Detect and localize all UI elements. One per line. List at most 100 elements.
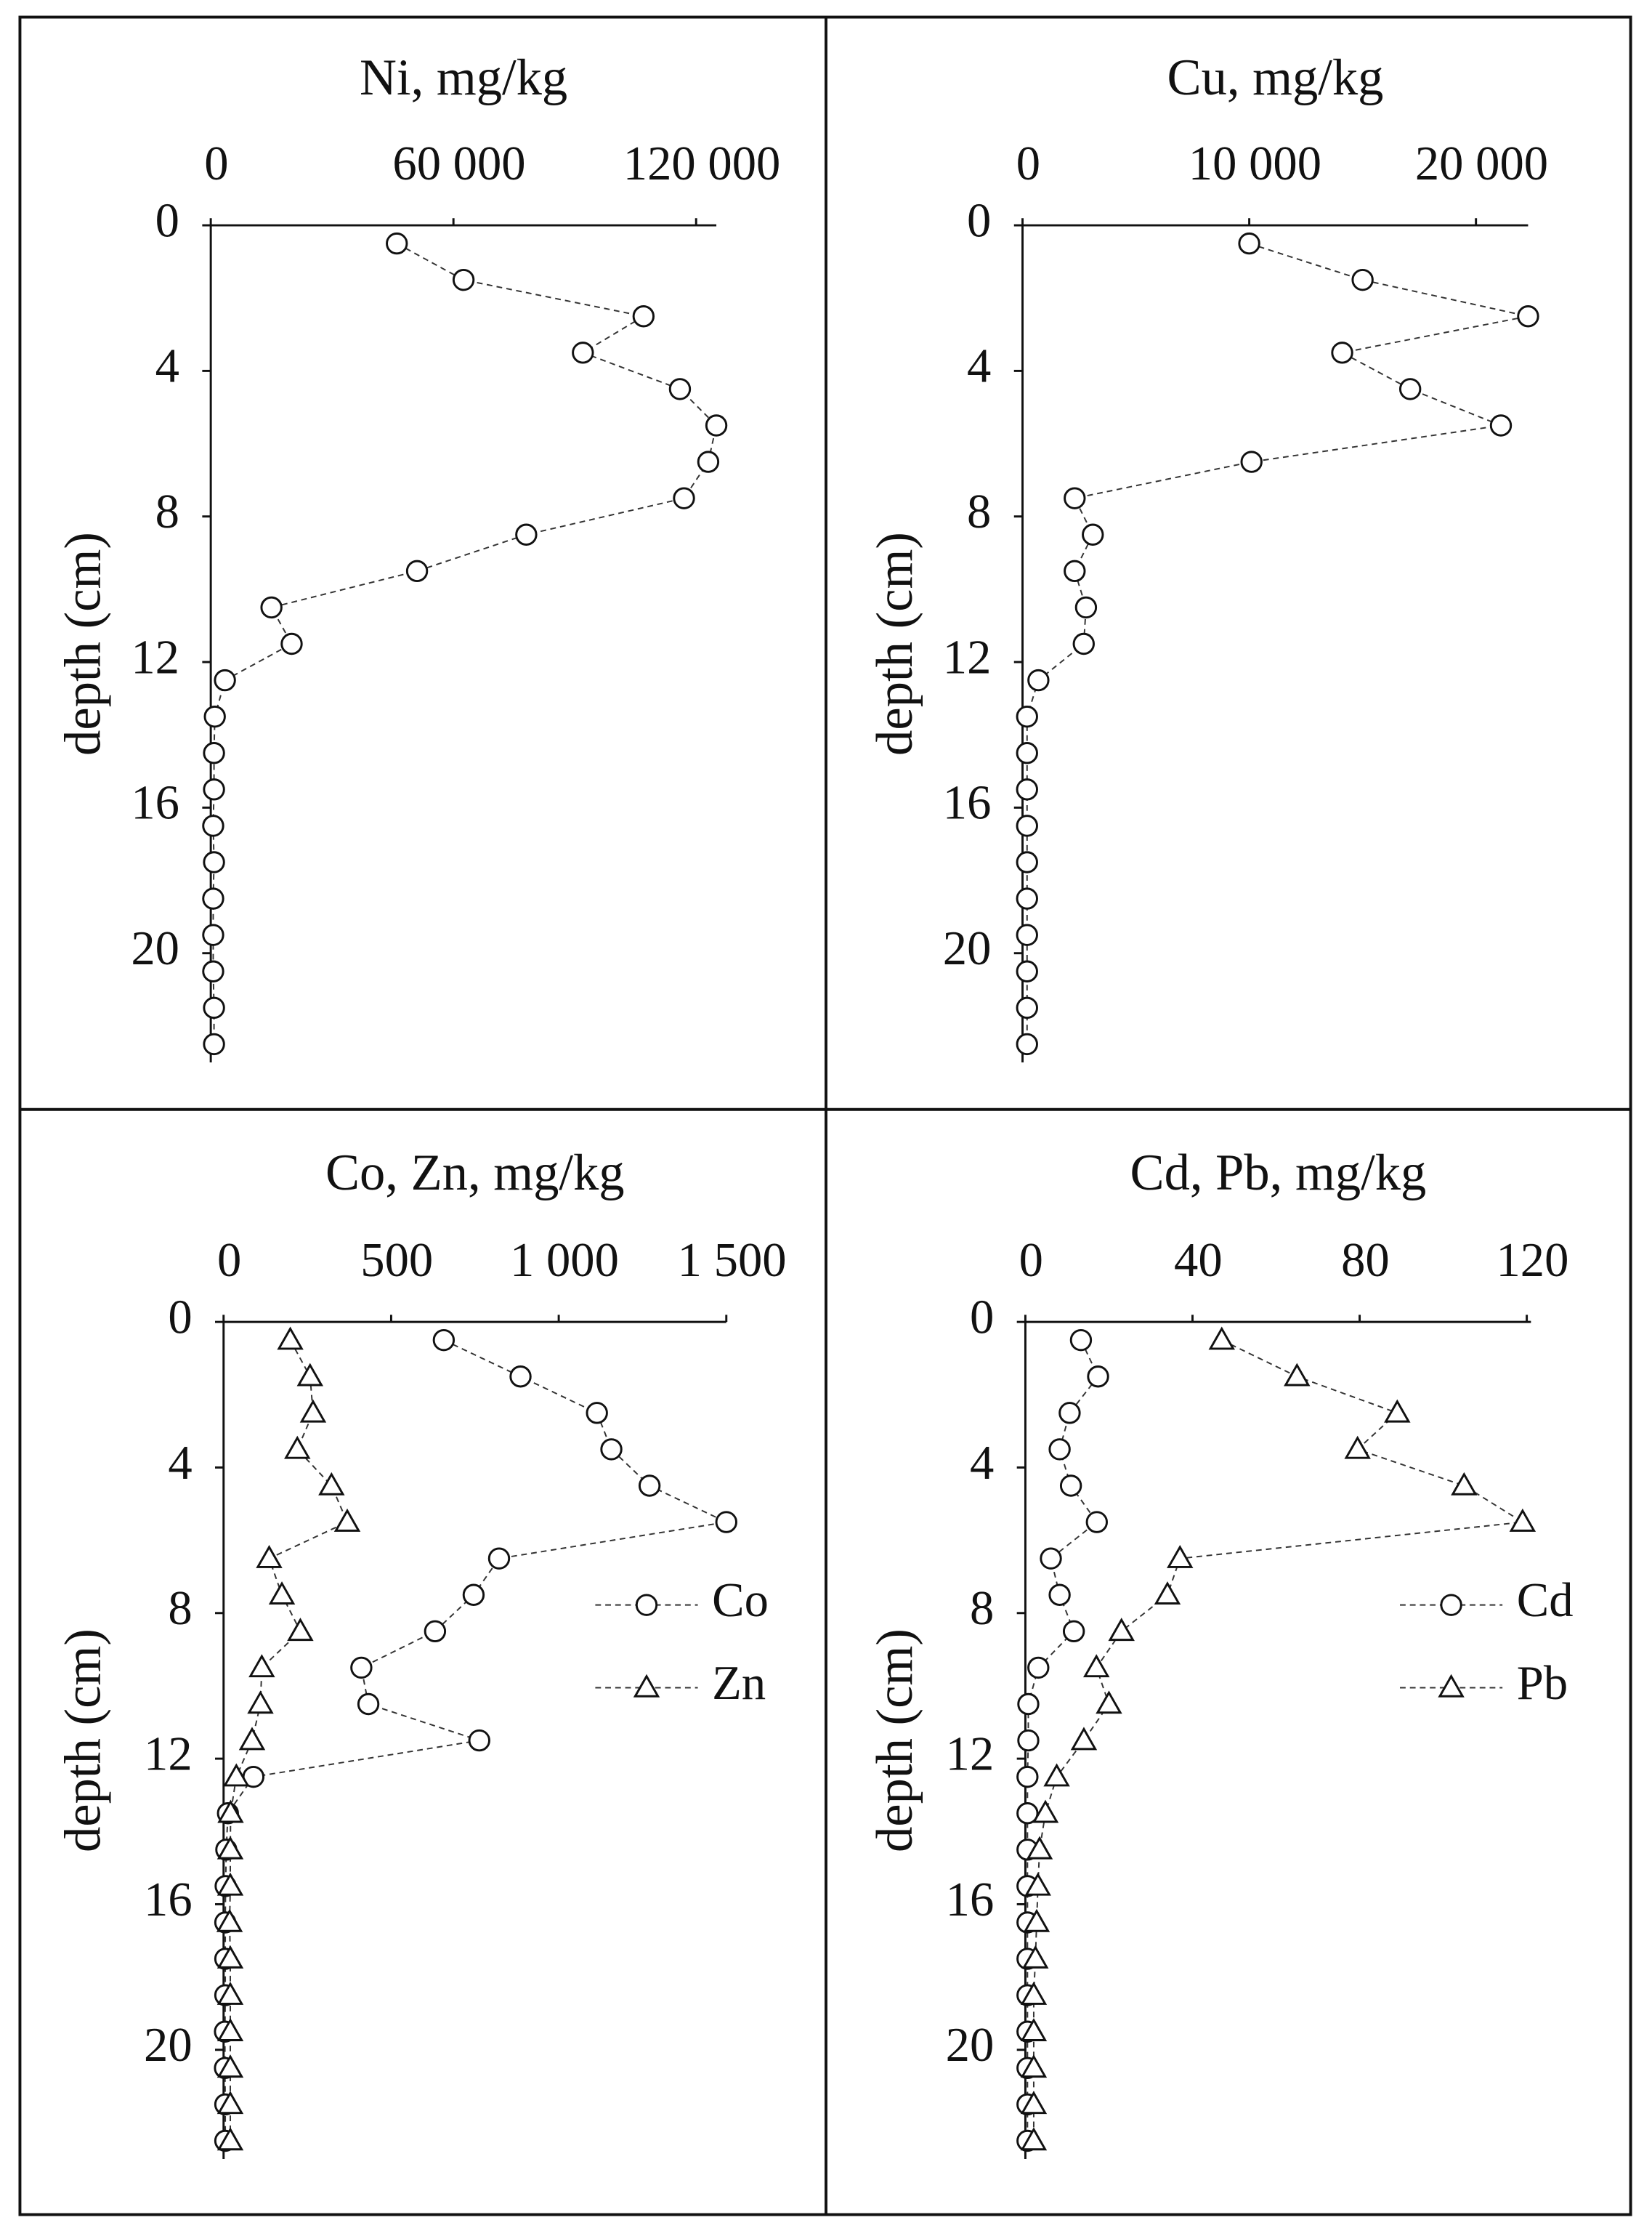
data-point: [216, 2127, 244, 2151]
data-point: [1240, 451, 1263, 473]
data-point: [697, 451, 720, 473]
y-tick-label: 16: [144, 1873, 193, 1926]
y-tick-label: 0: [970, 1291, 994, 1344]
data-point: [386, 232, 408, 255]
chart-title: Cu, mg/kg: [1167, 49, 1384, 106]
data-point: [1509, 1508, 1536, 1532]
data-point: [1016, 887, 1038, 910]
data-point: [1398, 378, 1422, 400]
data-point: [287, 1618, 314, 1642]
data-point: [1016, 1802, 1039, 1825]
data-point: [1489, 414, 1513, 437]
data-point: [1043, 1763, 1070, 1787]
data-point: [1351, 268, 1374, 291]
data-point: [214, 669, 236, 692]
data-point: [202, 924, 224, 946]
data-point: [1048, 1583, 1071, 1606]
data-point: [277, 1326, 304, 1350]
x-tick-label: 10 000: [1189, 137, 1321, 190]
data-point: [1023, 1908, 1050, 1932]
data-point: [203, 996, 225, 1020]
data-point: [1238, 232, 1260, 255]
data-point: [260, 596, 283, 619]
data-point: [350, 1656, 373, 1679]
data-point: [216, 1945, 244, 1969]
x-tick-label: 500: [360, 1234, 433, 1287]
data-point: [216, 2091, 244, 2115]
x-tick-label: 0: [204, 137, 228, 190]
data-point: [1020, 1981, 1048, 2005]
data-point: [1167, 1544, 1194, 1568]
data-point: [1040, 1547, 1062, 1570]
data-point: [668, 378, 692, 400]
data-point: [1344, 1435, 1371, 1459]
data-point: [296, 1363, 324, 1387]
data-point: [203, 851, 225, 873]
y-tick-label: 16: [943, 777, 992, 830]
y-tick-label: 16: [946, 1873, 995, 1926]
series-line: [212, 243, 718, 1044]
data-point: [203, 705, 226, 728]
data-point: [1082, 523, 1104, 546]
data-point: [216, 1981, 244, 2005]
data-point: [1016, 960, 1038, 982]
x-tick-label: 0: [217, 1234, 241, 1287]
legend-label: Zn: [712, 1657, 766, 1710]
x-tick-label: 0: [1016, 137, 1040, 190]
data-point: [1074, 596, 1098, 619]
data-point: [202, 960, 224, 982]
x-tick-label: 80: [1341, 1234, 1390, 1287]
data-point: [1062, 1620, 1085, 1643]
data-point: [586, 1402, 608, 1424]
legend-label: Co: [712, 1574, 769, 1627]
data-point: [1016, 778, 1038, 801]
data-point: [280, 632, 303, 655]
data-point: [216, 2054, 244, 2078]
data-point: [1087, 1365, 1109, 1388]
data-point: [202, 815, 224, 837]
data-point: [284, 1435, 311, 1459]
chart-title: Ni, mg/kg: [360, 49, 567, 106]
data-point: [715, 1511, 737, 1533]
data-point: [1024, 1872, 1051, 1896]
data-point: [1083, 1654, 1110, 1678]
data-point: [1208, 1326, 1235, 1350]
y-tick-label: 4: [970, 1437, 994, 1490]
y-tick-label: 20: [131, 922, 179, 975]
y-tick-label: 8: [967, 485, 991, 538]
x-tick-label: 1 500: [678, 1234, 787, 1287]
y-tick-label: 4: [155, 340, 179, 393]
data-point: [256, 1544, 283, 1568]
data-point: [203, 778, 225, 801]
y-axis-title: depth (cm): [55, 1628, 112, 1852]
data-point: [424, 1620, 447, 1643]
data-point: [1032, 1799, 1059, 1823]
data-point: [1020, 2018, 1048, 2041]
y-tick-label: 0: [155, 194, 179, 247]
data-point: [1059, 1474, 1082, 1497]
data-point: [1016, 705, 1038, 728]
data-point: [405, 560, 429, 583]
legend-marker: [633, 1674, 660, 1698]
data-point: [216, 2018, 244, 2041]
series-line: [1032, 1339, 1525, 2141]
data-point: [1384, 1399, 1411, 1423]
data-point: [1026, 1836, 1053, 1860]
data-point: [1064, 560, 1086, 583]
chart-title: Cd, Pb, mg/kg: [1130, 1145, 1427, 1201]
data-point: [216, 1908, 243, 1932]
data-point: [1016, 1033, 1038, 1056]
data-point: [572, 342, 594, 364]
x-tick-label: 20 000: [1415, 137, 1548, 190]
data-point: [248, 1654, 275, 1678]
data-point: [600, 1438, 623, 1461]
x-tick-label: 1 000: [510, 1234, 619, 1287]
data-point: [318, 1472, 345, 1496]
y-tick-label: 4: [967, 340, 991, 393]
data-point: [432, 1328, 455, 1352]
data-point: [1069, 1328, 1093, 1352]
data-point: [1154, 1581, 1181, 1605]
data-point: [333, 1508, 361, 1532]
x-tick-label: 0: [1019, 1234, 1043, 1287]
y-tick-label: 12: [144, 1727, 193, 1780]
